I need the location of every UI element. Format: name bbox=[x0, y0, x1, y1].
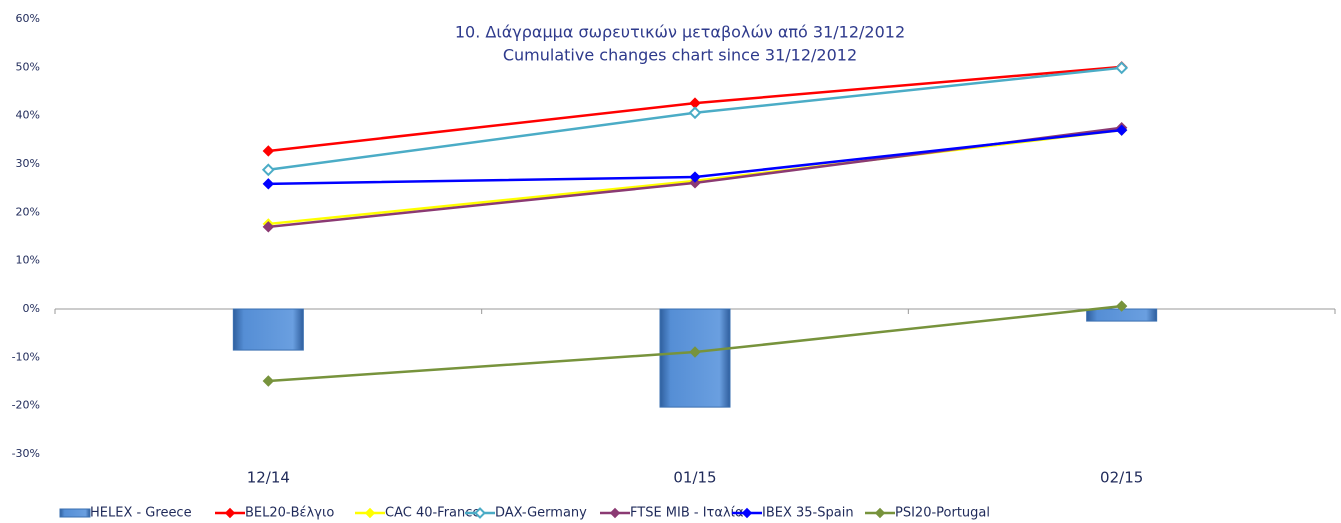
marker bbox=[688, 106, 702, 120]
y-tick-label: -30% bbox=[12, 447, 40, 460]
legend-label: FTSE MIB - Ιταλία bbox=[630, 506, 744, 521]
x-tick-label: 02/15 bbox=[1100, 469, 1143, 487]
chart-title: 10. Διάγραμμα σωρευτικών μεταβολών από 3… bbox=[455, 23, 905, 42]
chart-subtitle: Cumulative changes chart since 31/12/201… bbox=[503, 46, 857, 65]
legend-marker bbox=[224, 507, 236, 519]
marker bbox=[689, 346, 701, 358]
legend-label: BEL20-Βέλγιο bbox=[245, 506, 334, 521]
legend-marker bbox=[874, 507, 886, 519]
y-tick-label: -20% bbox=[12, 399, 40, 412]
legend-label: DAX-Germany bbox=[495, 506, 587, 521]
x-tick-label: 12/14 bbox=[247, 469, 290, 487]
y-tick-label: 40% bbox=[16, 109, 40, 122]
legend-marker bbox=[741, 507, 753, 519]
marker bbox=[262, 375, 275, 387]
y-tick-label: 30% bbox=[16, 157, 40, 170]
y-tick-label: 20% bbox=[16, 205, 40, 218]
marker bbox=[262, 145, 275, 157]
legend-marker bbox=[609, 507, 621, 519]
bar bbox=[659, 308, 731, 408]
legend-label: PSI20-Portugal bbox=[895, 506, 990, 521]
marker bbox=[262, 178, 275, 190]
marker bbox=[1115, 300, 1128, 312]
legend-swatch bbox=[59, 508, 91, 518]
marker bbox=[1115, 61, 1129, 75]
y-tick-label: 50% bbox=[16, 60, 40, 73]
marker bbox=[689, 171, 701, 183]
legend-label: CAC 40-France bbox=[385, 506, 480, 521]
marker bbox=[689, 177, 701, 189]
legend-marker bbox=[474, 507, 486, 519]
x-tick-label: 01/15 bbox=[673, 469, 716, 487]
y-tick-label: 10% bbox=[16, 254, 40, 267]
marker bbox=[262, 221, 275, 233]
legend-marker bbox=[364, 507, 376, 519]
y-tick-label: 60% bbox=[16, 12, 40, 25]
marker bbox=[1115, 124, 1128, 136]
y-tick-label: -10% bbox=[12, 350, 40, 363]
legend-label: HELEX - Greece bbox=[90, 506, 192, 521]
legend-label: IBEX 35-Spain bbox=[762, 506, 854, 521]
bar bbox=[232, 308, 304, 351]
marker bbox=[261, 163, 275, 177]
y-tick-label: 0% bbox=[23, 302, 40, 315]
